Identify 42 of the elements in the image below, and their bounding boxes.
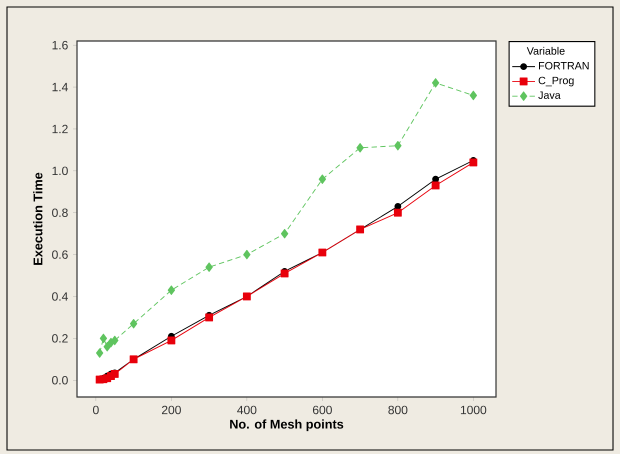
y-axis-title: Execution Time	[33, 172, 42, 265]
point	[111, 336, 118, 346]
point	[432, 78, 440, 88]
legend-title: Variable	[526, 46, 565, 55]
y-tick-label: 1.4	[52, 82, 68, 92]
y-tick-label: 0.0	[52, 376, 68, 385]
x-tick-label: 0	[93, 406, 99, 414]
point	[318, 174, 326, 184]
point	[280, 270, 289, 278]
y-tick-label: 0.6	[52, 250, 68, 259]
point	[394, 140, 402, 150]
legend-label: FORTRAN	[539, 62, 589, 70]
point	[205, 313, 214, 322]
legend-label: C_Prog	[538, 76, 574, 86]
x-axis-title: No. of Mesh points	[230, 419, 344, 432]
y-tick-label: 1.2	[52, 124, 68, 134]
y-tick-label: 1.0	[52, 166, 68, 176]
point	[356, 143, 364, 153]
point	[394, 203, 402, 210]
point	[168, 285, 176, 295]
legend-label: Java	[538, 91, 561, 99]
x-tick-label: 1000	[460, 406, 486, 414]
x-tick-label: 600	[312, 406, 332, 414]
y-tick-label: 0.4	[52, 292, 68, 301]
x-tick-label: 200	[162, 406, 181, 414]
point	[280, 228, 288, 238]
point	[469, 158, 478, 166]
point	[470, 90, 478, 100]
point	[104, 342, 111, 352]
point	[243, 250, 251, 260]
x-tick-label: 400	[237, 406, 256, 414]
y-tick-label: 0.8	[52, 208, 68, 217]
y-tick-label: 1.6	[52, 40, 68, 50]
point	[130, 318, 138, 328]
point	[394, 208, 402, 217]
point	[432, 182, 440, 190]
point	[205, 262, 213, 272]
y-tick-label: 0.2	[52, 334, 68, 343]
point	[167, 336, 176, 344]
point	[96, 348, 104, 358]
x-tick-label: 800	[388, 406, 408, 414]
point	[100, 334, 108, 344]
